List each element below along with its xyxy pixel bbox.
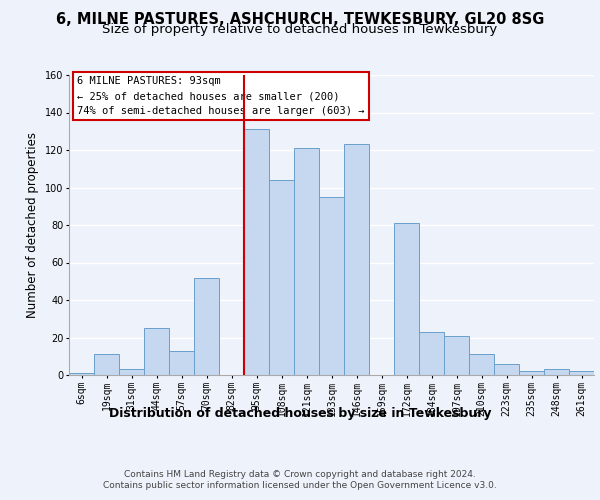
Text: 6, MILNE PASTURES, ASHCHURCH, TEWKESBURY, GL20 8SG: 6, MILNE PASTURES, ASHCHURCH, TEWKESBURY… — [56, 12, 544, 28]
Bar — [344, 144, 369, 375]
Bar — [119, 370, 144, 375]
Bar — [294, 148, 319, 375]
Bar — [319, 197, 344, 375]
Y-axis label: Number of detached properties: Number of detached properties — [26, 132, 40, 318]
Bar — [444, 336, 469, 375]
Bar — [144, 328, 169, 375]
Bar — [419, 332, 444, 375]
Bar — [69, 373, 94, 375]
Text: Size of property relative to detached houses in Tewkesbury: Size of property relative to detached ho… — [103, 23, 497, 36]
Bar — [469, 354, 494, 375]
Bar — [194, 278, 219, 375]
Bar — [94, 354, 119, 375]
Bar — [394, 223, 419, 375]
Bar — [244, 130, 269, 375]
Text: Distribution of detached houses by size in Tewkesbury: Distribution of detached houses by size … — [109, 408, 491, 420]
Bar — [544, 370, 569, 375]
Bar — [269, 180, 294, 375]
Text: 6 MILNE PASTURES: 93sqm
← 25% of detached houses are smaller (200)
74% of semi-d: 6 MILNE PASTURES: 93sqm ← 25% of detache… — [77, 76, 364, 116]
Bar — [519, 371, 544, 375]
Bar — [569, 371, 594, 375]
Text: Contains public sector information licensed under the Open Government Licence v3: Contains public sector information licen… — [103, 481, 497, 490]
Bar — [169, 350, 194, 375]
Bar — [494, 364, 519, 375]
Text: Contains HM Land Registry data © Crown copyright and database right 2024.: Contains HM Land Registry data © Crown c… — [124, 470, 476, 479]
